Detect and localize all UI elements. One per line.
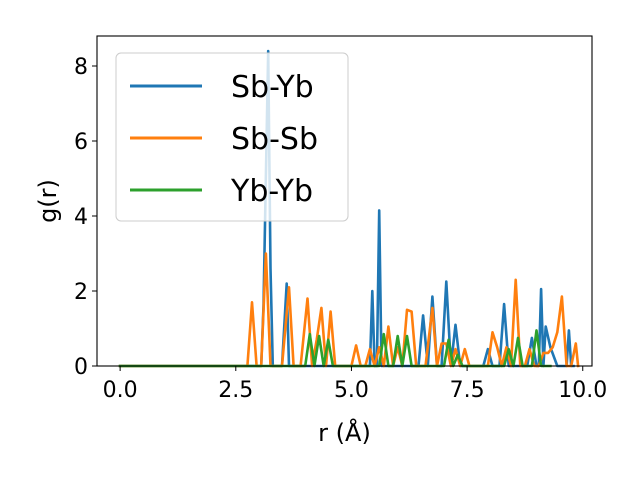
axes-frame bbox=[96, 35, 593, 367]
legend-frame bbox=[115, 52, 349, 222]
y-axis-title: g(r) bbox=[34, 179, 62, 223]
x-axis-title: r (Å) bbox=[318, 418, 371, 447]
y-tick-label: 0 bbox=[74, 355, 88, 380]
x-tick-label: 7.5 bbox=[450, 378, 485, 403]
legend-label: Yb-Yb bbox=[230, 174, 313, 209]
x-tick-label: 5.0 bbox=[334, 378, 369, 403]
legend: Sb-Yb Sb-Sb Yb-Yb bbox=[115, 52, 349, 222]
x-tick-label: 10.0 bbox=[558, 378, 607, 403]
y-tick-label: 2 bbox=[74, 280, 88, 305]
x-tick-label: 0.0 bbox=[103, 378, 138, 403]
x-tick-label: 2.5 bbox=[218, 378, 253, 403]
y-tick-label: 4 bbox=[74, 205, 88, 230]
legend-label: Sb-Yb bbox=[231, 70, 314, 105]
axes: 0.0 2.5 5.0 7.5 10.0 0 2 4 6 8 bbox=[74, 35, 607, 403]
y-tick-label: 8 bbox=[74, 55, 88, 80]
legend-label: Sb-Sb bbox=[231, 122, 318, 157]
y-tick-label: 6 bbox=[74, 130, 88, 155]
